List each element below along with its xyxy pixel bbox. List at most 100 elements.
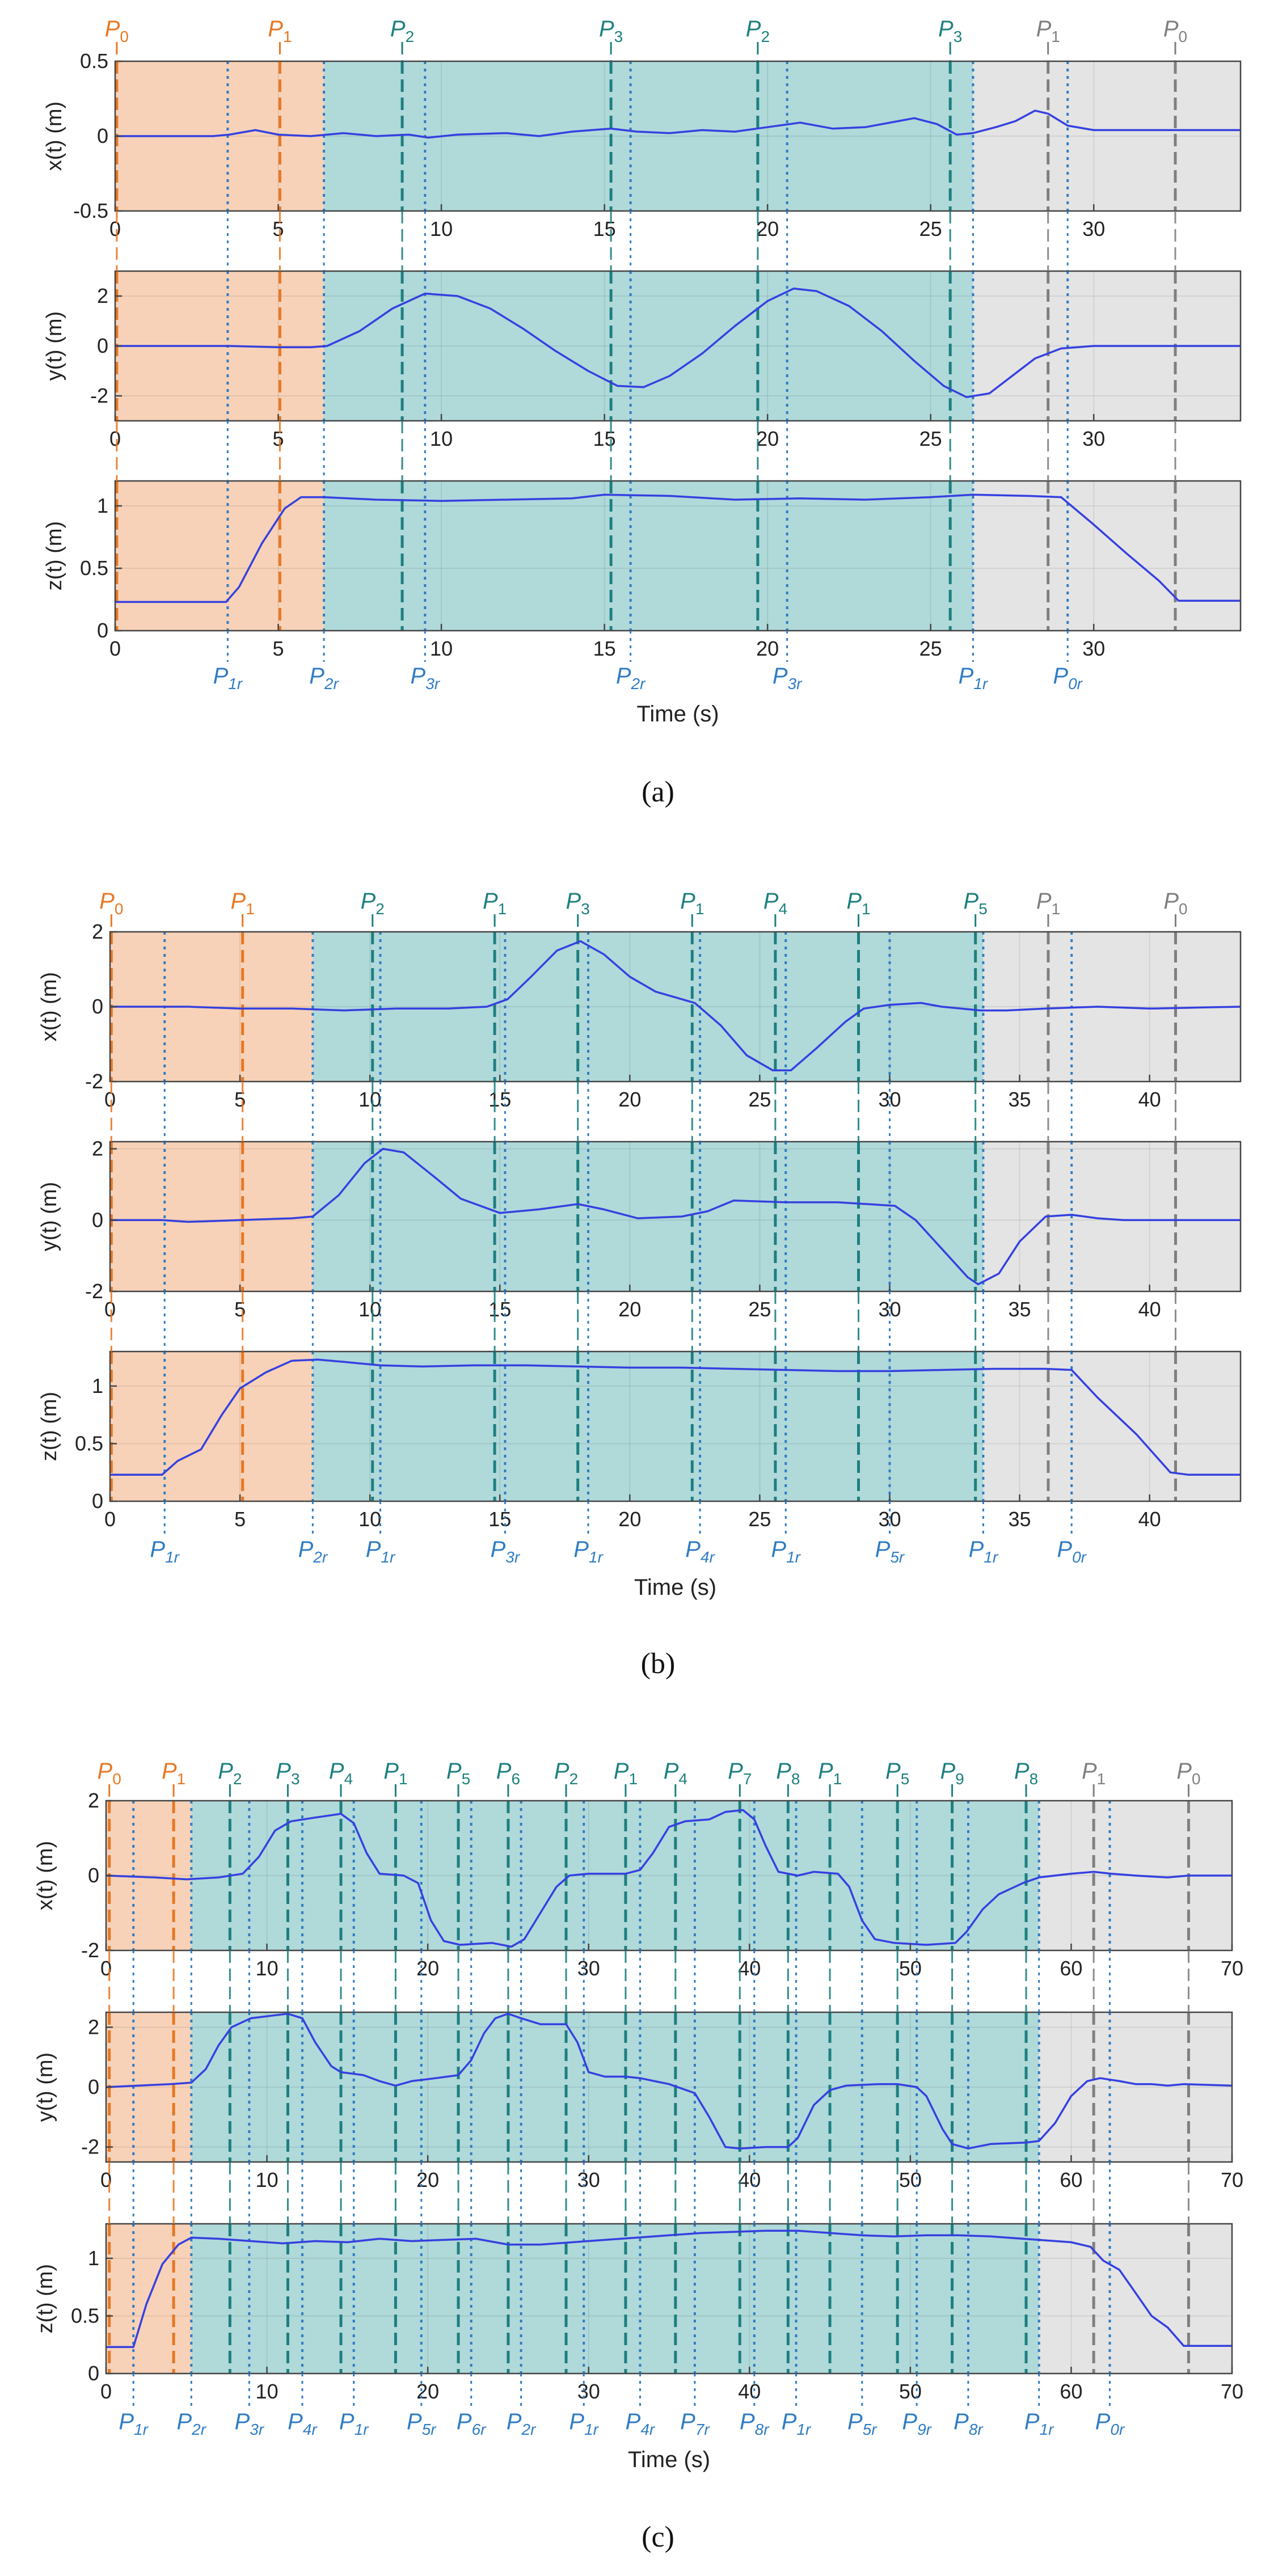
waypoint-label: P3 — [599, 16, 623, 45]
x-tick-label: 0 — [104, 1507, 116, 1531]
y-axis-label: y(t) (m) — [43, 311, 66, 381]
waypoint-label: P1 — [383, 1759, 407, 1788]
x-tick-label: 35 — [1009, 1507, 1031, 1531]
x-tick-label: 20 — [618, 1088, 641, 1111]
x-tick-label: 10 — [430, 427, 453, 450]
x-axis-label: Time (s) — [636, 702, 719, 727]
y-tick-label: 0 — [92, 1208, 103, 1231]
figure-caption: (b) — [641, 1648, 676, 1680]
phase-region-teal — [191, 2224, 1039, 2374]
phase-region-gray — [1039, 2012, 1232, 2162]
axes-frame — [105, 2223, 1233, 2375]
x-tick-label: 30 — [577, 2380, 600, 2403]
x-tick-label: 15 — [488, 1507, 511, 1531]
x-tick-label: 20 — [618, 1507, 641, 1531]
x-tick-label: 15 — [593, 427, 616, 450]
x-tick-label: 5 — [234, 1088, 246, 1111]
y-axis-label: x(t) (m) — [43, 102, 66, 171]
reference-waypoint-label: P1r — [969, 1537, 999, 1566]
x-tick-label: 25 — [919, 217, 942, 240]
x-tick-label: 20 — [756, 217, 779, 240]
y-tick-label: 0 — [88, 1864, 99, 1887]
reference-waypoint-label: P6r — [457, 2409, 487, 2438]
reference-waypoint-label: P7r — [680, 2409, 710, 2438]
y-tick-label: -2 — [85, 1279, 103, 1303]
waypoint-label: P0 — [105, 16, 129, 45]
y-axis-label: z(t) (m) — [37, 1392, 61, 1461]
y-tick-label: 0.5 — [71, 2304, 99, 2327]
x-tick-label: 40 — [738, 1957, 761, 1980]
x-tick-label: 5 — [234, 1507, 246, 1531]
phase-region-teal — [324, 61, 973, 211]
x-tick-label: 15 — [593, 217, 616, 240]
y-tick-label: -0.5 — [73, 199, 108, 222]
reference-waypoint-label: P4r — [685, 1537, 715, 1566]
trajectory-series-line — [106, 2229, 1232, 2349]
y-tick-label: 0 — [92, 995, 103, 1018]
x-tick-label: 0 — [109, 217, 121, 240]
waypoint-label: P0 — [1163, 16, 1187, 45]
x-tick-label: 15 — [488, 1088, 511, 1111]
figure-caption: (a) — [642, 776, 674, 808]
y-axis-label: z(t) (m) — [43, 521, 66, 590]
y-axis-label: y(t) (m) — [33, 2053, 57, 2122]
x-axis-label: Time (s) — [628, 2447, 710, 2472]
x-tick-label: 20 — [416, 2380, 439, 2403]
y-tick-label: 1 — [92, 1374, 103, 1397]
x-tick-label: 0 — [109, 637, 121, 660]
x-tick-label: 10 — [430, 637, 453, 660]
reference-waypoint-label: P2r — [176, 2409, 206, 2438]
reference-waypoint-label: P0r — [1057, 1537, 1087, 1566]
phase-region-gray — [973, 481, 1241, 631]
reference-waypoint-label: P1r — [1024, 2409, 1054, 2438]
phase-region-gray — [1039, 2224, 1232, 2374]
y-axis-label: y(t) (m) — [37, 1182, 61, 1251]
trajectory-series-line — [106, 2012, 1233, 2150]
waypoint-label: P1 — [1036, 889, 1060, 918]
waypoint-label: P5 — [446, 1759, 470, 1788]
reference-waypoint-label: P2r — [507, 2409, 537, 2438]
x-tick-label: 25 — [748, 1507, 771, 1531]
waypoint-label: P4 — [329, 1759, 353, 1788]
waypoint-label: P0 — [99, 889, 123, 918]
x-tick-label: 40 — [738, 2168, 761, 2191]
x-tick-label: 15 — [593, 637, 616, 660]
y-tick-label: 0 — [97, 619, 108, 642]
y-tick-label: 0.5 — [80, 49, 108, 73]
x-tick-label: 35 — [1009, 1088, 1031, 1111]
waypoint-label: P4 — [763, 889, 787, 918]
reference-waypoint-label: P1r — [771, 1537, 801, 1566]
waypoint-label: P8 — [776, 1759, 800, 1788]
axes-frame — [109, 1141, 1242, 1293]
x-tick-label: 0 — [104, 1088, 116, 1111]
x-tick-label: 20 — [756, 427, 779, 450]
x-tick-label: 25 — [919, 637, 942, 660]
waypoint-label: P2 — [218, 1759, 242, 1788]
x-tick-label: 20 — [416, 1957, 439, 1980]
y-tick-label: 1 — [97, 494, 108, 517]
reference-waypoint-label: P2r — [298, 1537, 328, 1566]
x-tick-label: 10 — [256, 1957, 279, 1980]
phase-region-gray — [983, 1142, 1241, 1291]
phase-region-teal — [313, 1142, 984, 1291]
y-tick-label: 0 — [97, 124, 108, 147]
reference-waypoint-label: P8r — [740, 2409, 770, 2438]
waypoint-label: P2 — [361, 889, 385, 918]
x-tick-label: 10 — [256, 2380, 279, 2403]
panel-z-axes: 00.51z(t) (m)0 5 10 15 20 25 30 35 40 — [37, 1350, 1242, 1531]
reference-waypoint-label: P1r — [569, 2409, 599, 2438]
y-tick-label: 0 — [92, 1489, 103, 1513]
waypoint-label: P1 — [483, 889, 507, 918]
phase-region-orange — [110, 1352, 313, 1501]
y-tick-label: 0 — [88, 2362, 99, 2385]
phase-region-teal — [324, 271, 973, 421]
reference-waypoint-label: P4r — [626, 2409, 656, 2438]
waypoint-label: P1 — [268, 16, 292, 45]
reference-waypoint-label: P2r — [309, 664, 339, 692]
y-tick-label: 2 — [88, 1789, 99, 1812]
y-tick-label: -2 — [90, 384, 108, 407]
x-tick-label: 10 — [256, 2168, 279, 2191]
